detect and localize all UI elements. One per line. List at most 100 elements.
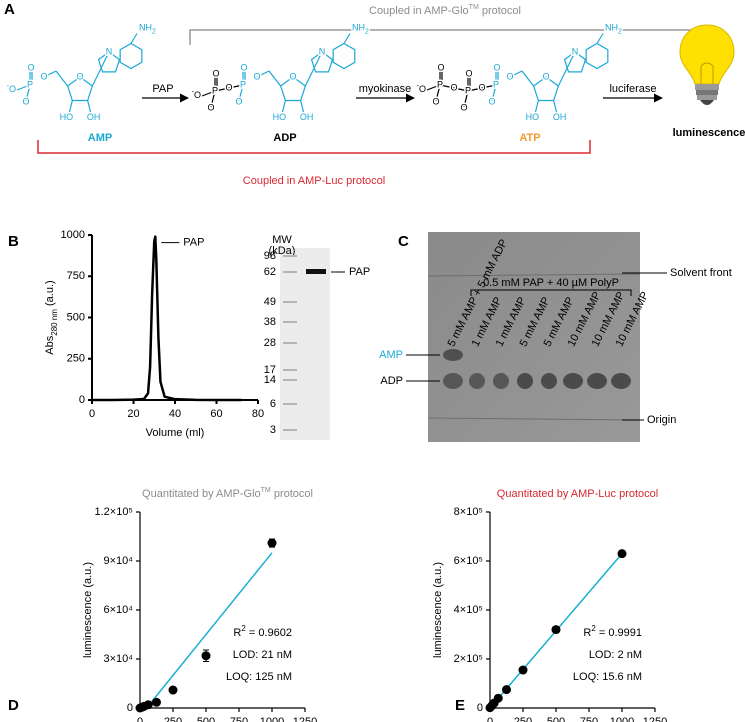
tlc-spot	[587, 373, 607, 389]
compound-label: ADP	[273, 132, 296, 144]
bond	[68, 100, 73, 113]
data-point	[493, 693, 503, 703]
tlc-spot	[443, 373, 463, 389]
stat-lod: LOD: 21 nM	[233, 649, 292, 661]
atom-label: O	[542, 71, 549, 81]
stat-lod: LOD: 2 nM	[589, 649, 642, 661]
x-tick-label: 1250	[293, 716, 317, 722]
bond	[557, 51, 576, 87]
enzyme-label: myokinase	[359, 83, 412, 95]
bond	[439, 84, 469, 92]
atom-label: NH2	[352, 23, 369, 36]
atom-label: P	[27, 79, 33, 89]
data-point	[617, 549, 627, 559]
title-text: protocol	[271, 488, 313, 500]
bond	[201, 90, 216, 97]
y-tick-label: 500	[67, 311, 85, 323]
bond	[91, 51, 110, 87]
glo-bracket	[189, 29, 701, 45]
tlc-spot	[517, 373, 533, 389]
atom-label: O	[506, 71, 513, 81]
gel-ladder-band	[283, 379, 297, 381]
x-tick-label: 750	[580, 716, 598, 722]
panel-label: C	[398, 233, 409, 250]
tlc-spot-label: AMP	[379, 349, 403, 361]
atom-label: HO	[273, 112, 287, 122]
x-tick-label: 80	[252, 408, 264, 420]
stat-r2: R2 = 0.9602	[233, 624, 292, 639]
atom-label: OH	[87, 112, 101, 122]
x-tick-label: 1000	[260, 716, 284, 722]
panel-label: D	[8, 697, 19, 714]
bond	[521, 70, 535, 87]
bond	[43, 70, 57, 78]
atom-text: O	[9, 84, 16, 94]
label-superscript: TM	[469, 4, 479, 11]
atom-charge: -	[7, 83, 10, 90]
atom-label: O	[22, 96, 29, 106]
tlc-spot	[443, 349, 463, 361]
tlc-spot	[493, 373, 509, 389]
gel-marker-label: 6	[270, 398, 276, 410]
atom-label: OH	[553, 112, 567, 122]
gel-marker-label: 14	[264, 374, 276, 386]
bond	[509, 70, 523, 78]
pyrimidine-ring	[332, 42, 356, 70]
x-tick-label: 500	[197, 716, 215, 722]
atom-label: P	[240, 79, 246, 89]
y-tick-label: 4×10⁵	[454, 604, 483, 616]
x-tick-label: 250	[514, 716, 532, 722]
atom-text: O	[419, 84, 426, 94]
ribose-ring	[66, 76, 94, 102]
ribose-ring	[279, 76, 307, 102]
gel-marker-label: 28	[264, 337, 276, 349]
stat-superscript: 2	[591, 624, 596, 633]
bond	[25, 84, 31, 102]
stat-loq: LOQ: 15.6 nM	[573, 671, 642, 683]
atom-label: N	[106, 46, 113, 56]
atom-label: -O	[417, 83, 426, 94]
bond	[467, 84, 497, 92]
glo-bracket-label: Coupled in AMP-GloTM protocol	[369, 4, 521, 17]
gel-band-label: PAP	[349, 266, 370, 278]
atom-label: O	[76, 71, 83, 81]
y-tick-label: 8×10⁵	[454, 506, 483, 518]
atom-text: NH	[352, 23, 365, 33]
atom-text: O	[194, 90, 201, 100]
bond	[343, 33, 351, 44]
lightbulb	[679, 24, 735, 105]
y-tick-label: 9×10⁴	[103, 555, 133, 567]
bond	[238, 84, 244, 102]
x-tick-label: 250	[164, 716, 182, 722]
bond	[281, 100, 286, 113]
imidazole-ring	[310, 51, 334, 73]
bond	[55, 70, 69, 87]
tlc-spot-label: ADP	[380, 375, 403, 387]
panel-label: A	[4, 1, 15, 18]
y-tick-label: 0	[127, 702, 133, 714]
tlc-spot	[611, 373, 631, 389]
y-axis-label: luminescence (a.u.)	[432, 562, 444, 658]
gel-ladder-band	[283, 301, 297, 303]
data-point	[168, 685, 178, 695]
chart-title: Quantitated by AMP-Luc protocol	[497, 488, 658, 500]
atom-label: NH2	[605, 23, 622, 36]
gel-ladder-band	[283, 342, 297, 344]
bond	[130, 33, 138, 44]
stat-text: R	[233, 627, 241, 639]
stat-r2: R2 = 0.9991	[583, 624, 642, 639]
atom-label: O	[432, 96, 439, 106]
tlc-spot	[469, 373, 485, 389]
atom-subscript: 2	[365, 29, 369, 36]
atom-label: O	[212, 68, 219, 78]
gel-marker-label: 38	[264, 316, 276, 328]
data-point	[143, 700, 153, 710]
bond	[426, 84, 441, 91]
bond	[596, 33, 604, 44]
label-subscript: 280 nm	[50, 309, 59, 336]
data-point	[152, 697, 161, 707]
stat-superscript: 2	[241, 624, 246, 633]
atom-text: NH	[605, 23, 618, 33]
